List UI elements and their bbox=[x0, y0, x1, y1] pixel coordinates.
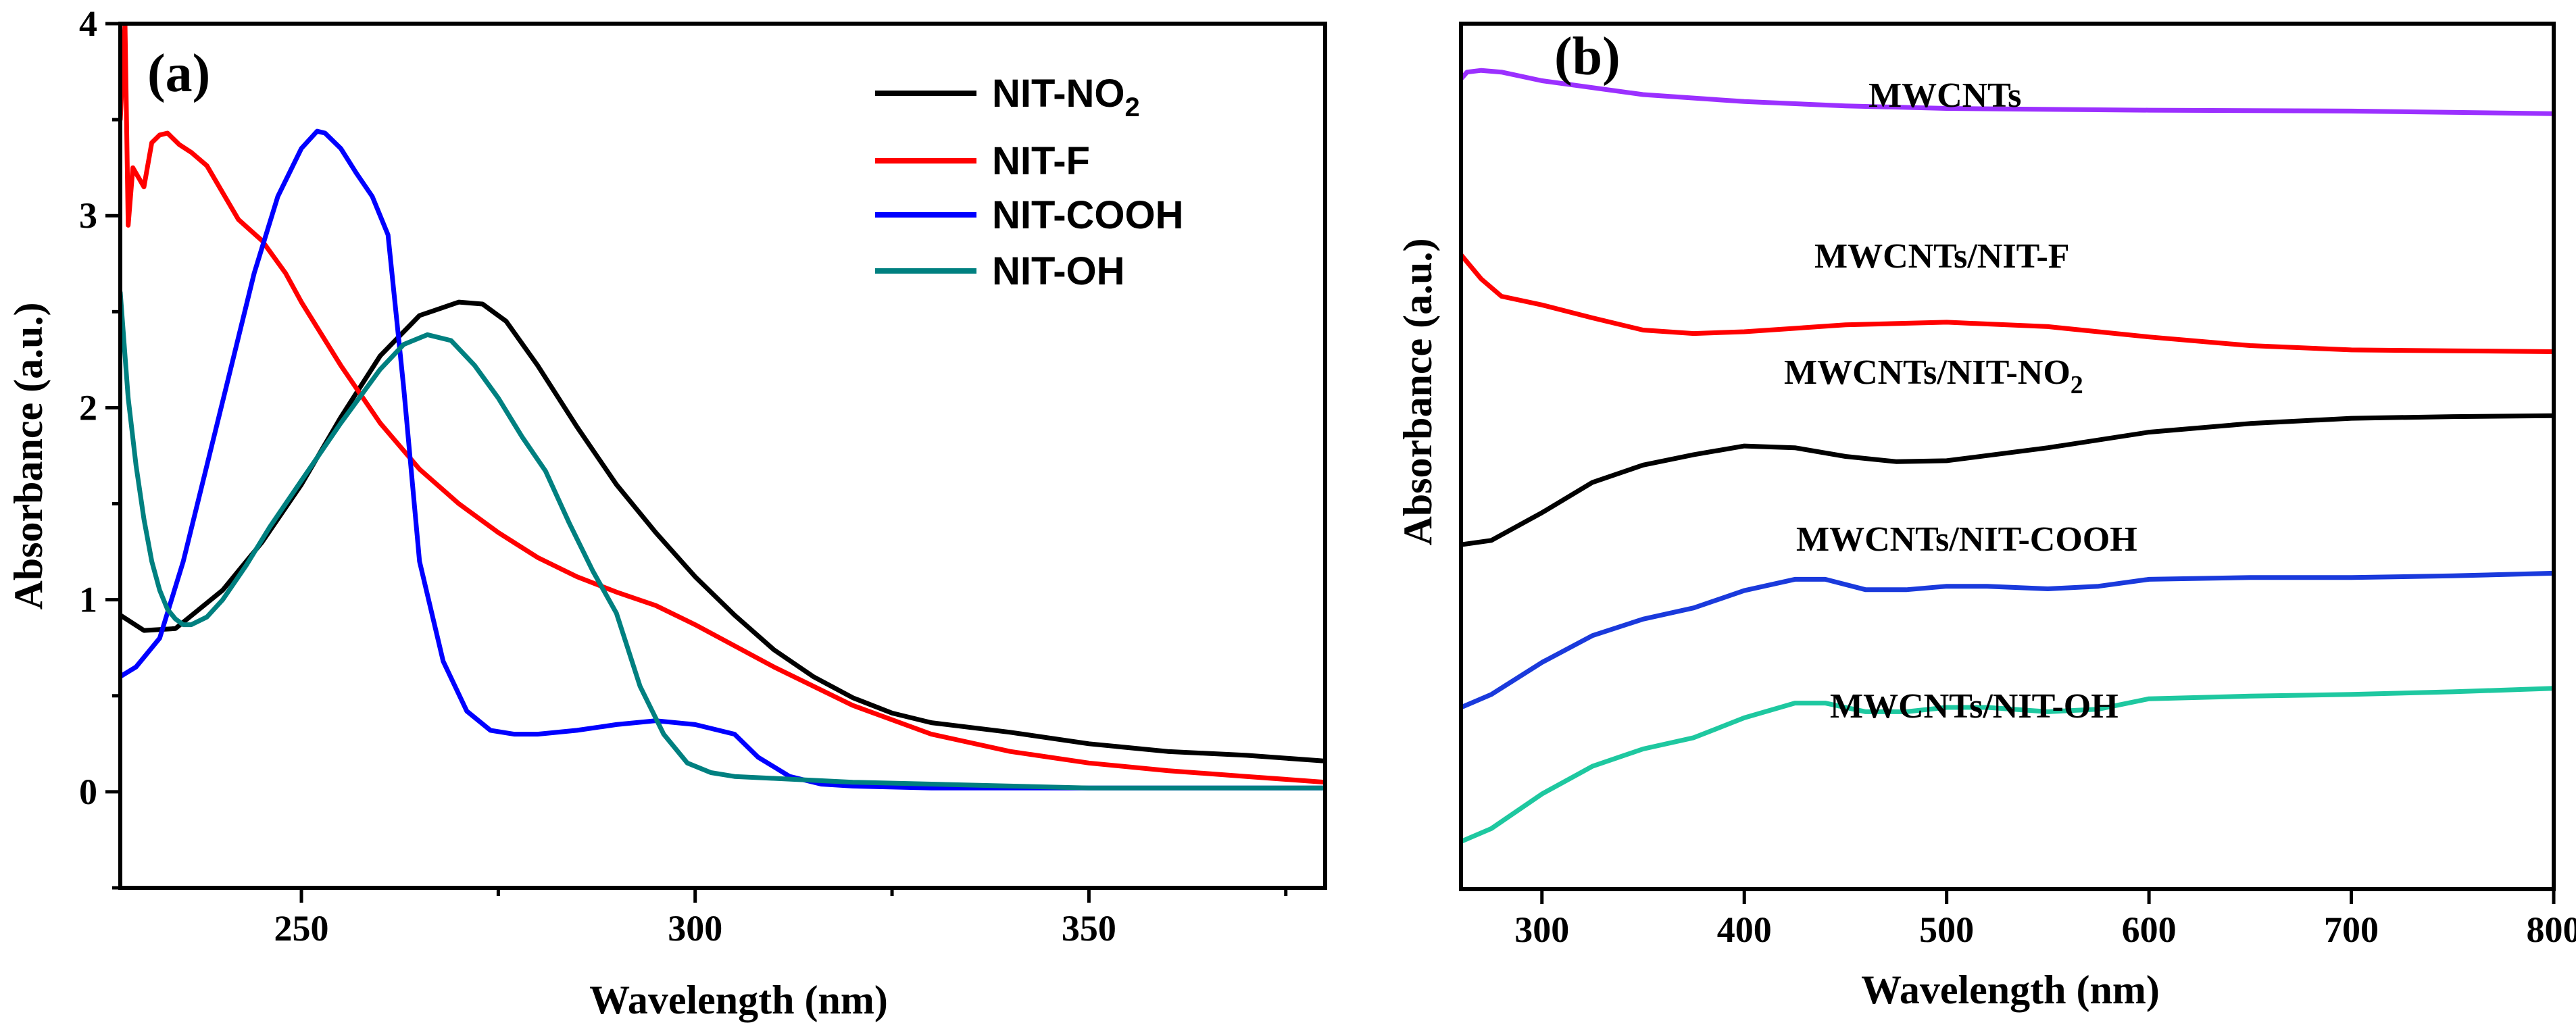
panel-a-series-nit-f bbox=[120, 24, 1325, 785]
curve-label-mwcnts-nit-cooh: MWCNTs/NIT-COOH bbox=[1796, 520, 2137, 559]
panel-a-plot: 250 300 350 0 1 2 3 4 bbox=[79, 3, 1327, 949]
curve-label-mwcnts-nit-no2: MWCNTs/NIT-NO2 bbox=[1784, 353, 2083, 399]
panel-a-series-nit-no2 bbox=[120, 299, 1325, 763]
panel-a-x-ticks: 250 300 350 bbox=[274, 888, 1288, 949]
panel-a-y-tick-label-1: 1 bbox=[79, 580, 97, 620]
panel-b-x-tick-label-600: 600 bbox=[2122, 909, 2177, 950]
panel-a-y-tick-label-3: 3 bbox=[79, 195, 97, 236]
panel-b: 300 400 500 600 700 800 (b) Wavelength (nm) A… bbox=[1395, 22, 2576, 1012]
panel-b-series-mwcnts-nit-f bbox=[1461, 252, 2554, 354]
panel-b-x-tick-label-500: 500 bbox=[1919, 909, 1974, 950]
panel-a-x-axis-title: Wavelength (nm) bbox=[589, 978, 888, 1022]
legend-label-nit-no2-main: NIT-NO bbox=[992, 72, 1125, 116]
panel-b-series-mwcnts-nit-cooh bbox=[1461, 570, 2554, 710]
curve-label-mwcnts-nit-no2-subscript: 2 bbox=[2071, 371, 2083, 399]
panel-b-frame bbox=[1459, 22, 2556, 891]
panel-a-label: (a) bbox=[147, 44, 210, 103]
legend-entry-nit-f: NIT-F bbox=[875, 139, 1090, 183]
legend-label-nit-cooh: NIT-COOH bbox=[992, 193, 1184, 237]
legend-entry-nit-cooh: NIT-COOH bbox=[875, 193, 1184, 237]
panel-a-y-axis-title: Absorbance (a.u.) bbox=[6, 302, 51, 609]
panel-b-series-mwcnts bbox=[1461, 68, 2554, 116]
panel-a-x-tick-label-350: 350 bbox=[1062, 908, 1116, 949]
panel-a-x-tick-label-250: 250 bbox=[274, 908, 329, 949]
panel-a-x-tick-label-300: 300 bbox=[668, 908, 722, 949]
legend-entry-nit-oh: NIT-OH bbox=[875, 249, 1125, 293]
panel-b-series-mwcnts-nit-oh bbox=[1461, 686, 2554, 844]
panel-b-x-tick-label-300: 300 bbox=[1514, 909, 1569, 950]
curve-label-mwcnts-nit-oh: MWCNTs/NIT-OH bbox=[1830, 687, 2119, 726]
panel-a-series-group bbox=[120, 24, 1325, 791]
panel-a-series-nit-oh bbox=[120, 290, 1325, 791]
panel-a-y-tick-label-4: 4 bbox=[79, 3, 97, 44]
legend-label-nit-f: NIT-F bbox=[992, 139, 1090, 183]
panel-b-x-tick-label-400: 400 bbox=[1717, 909, 1772, 950]
legend-label-nit-no2-subscript: 2 bbox=[1125, 93, 1140, 122]
panel-a: 250 300 350 0 1 2 3 4 (a) Wavelength (nm) Abso… bbox=[6, 3, 1327, 1022]
panel-a-y-tick-label-2: 2 bbox=[79, 387, 97, 428]
panel-a-legend: NIT-NO2 NIT-F NIT-COOH NIT-OH bbox=[875, 72, 1184, 293]
panel-a-y-ticks: 0 1 2 3 4 bbox=[79, 3, 120, 890]
panel-b-label: (b) bbox=[1554, 27, 1620, 86]
legend-label-nit-no2: NIT-NO2 bbox=[992, 72, 1140, 122]
panel-b-series-mwcnts-nit-no2 bbox=[1461, 413, 2554, 547]
panel-a-y-tick-label-0: 0 bbox=[79, 772, 97, 812]
panel-b-x-tick-label-800: 800 bbox=[2527, 909, 2576, 950]
panel-b-x-axis-title: Wavelength (nm) bbox=[1861, 968, 2160, 1012]
panel-b-x-ticks: 300 400 500 600 700 800 bbox=[1514, 889, 2576, 950]
panel-b-series-group bbox=[1461, 68, 2554, 844]
panel-a-frame bbox=[118, 22, 1327, 890]
panel-b-plot: 300 400 500 600 700 800 bbox=[1459, 22, 2576, 950]
curve-label-mwcnts-nit-no2-main: MWCNTs/NIT-NO bbox=[1784, 353, 2071, 392]
legend-label-nit-oh: NIT-OH bbox=[992, 249, 1125, 293]
curve-label-mwcnts: MWCNTs bbox=[1868, 76, 2021, 115]
panel-b-y-axis-title: Absorbance (a.u.) bbox=[1395, 238, 1440, 545]
panel-b-x-tick-label-700: 700 bbox=[2324, 909, 2379, 950]
legend-entry-nit-no2: NIT-NO2 bbox=[875, 72, 1140, 122]
curve-label-mwcnts-nit-f: MWCNTs/NIT-F bbox=[1814, 237, 2070, 276]
panel-a-series-nit-cooh bbox=[120, 128, 1325, 791]
